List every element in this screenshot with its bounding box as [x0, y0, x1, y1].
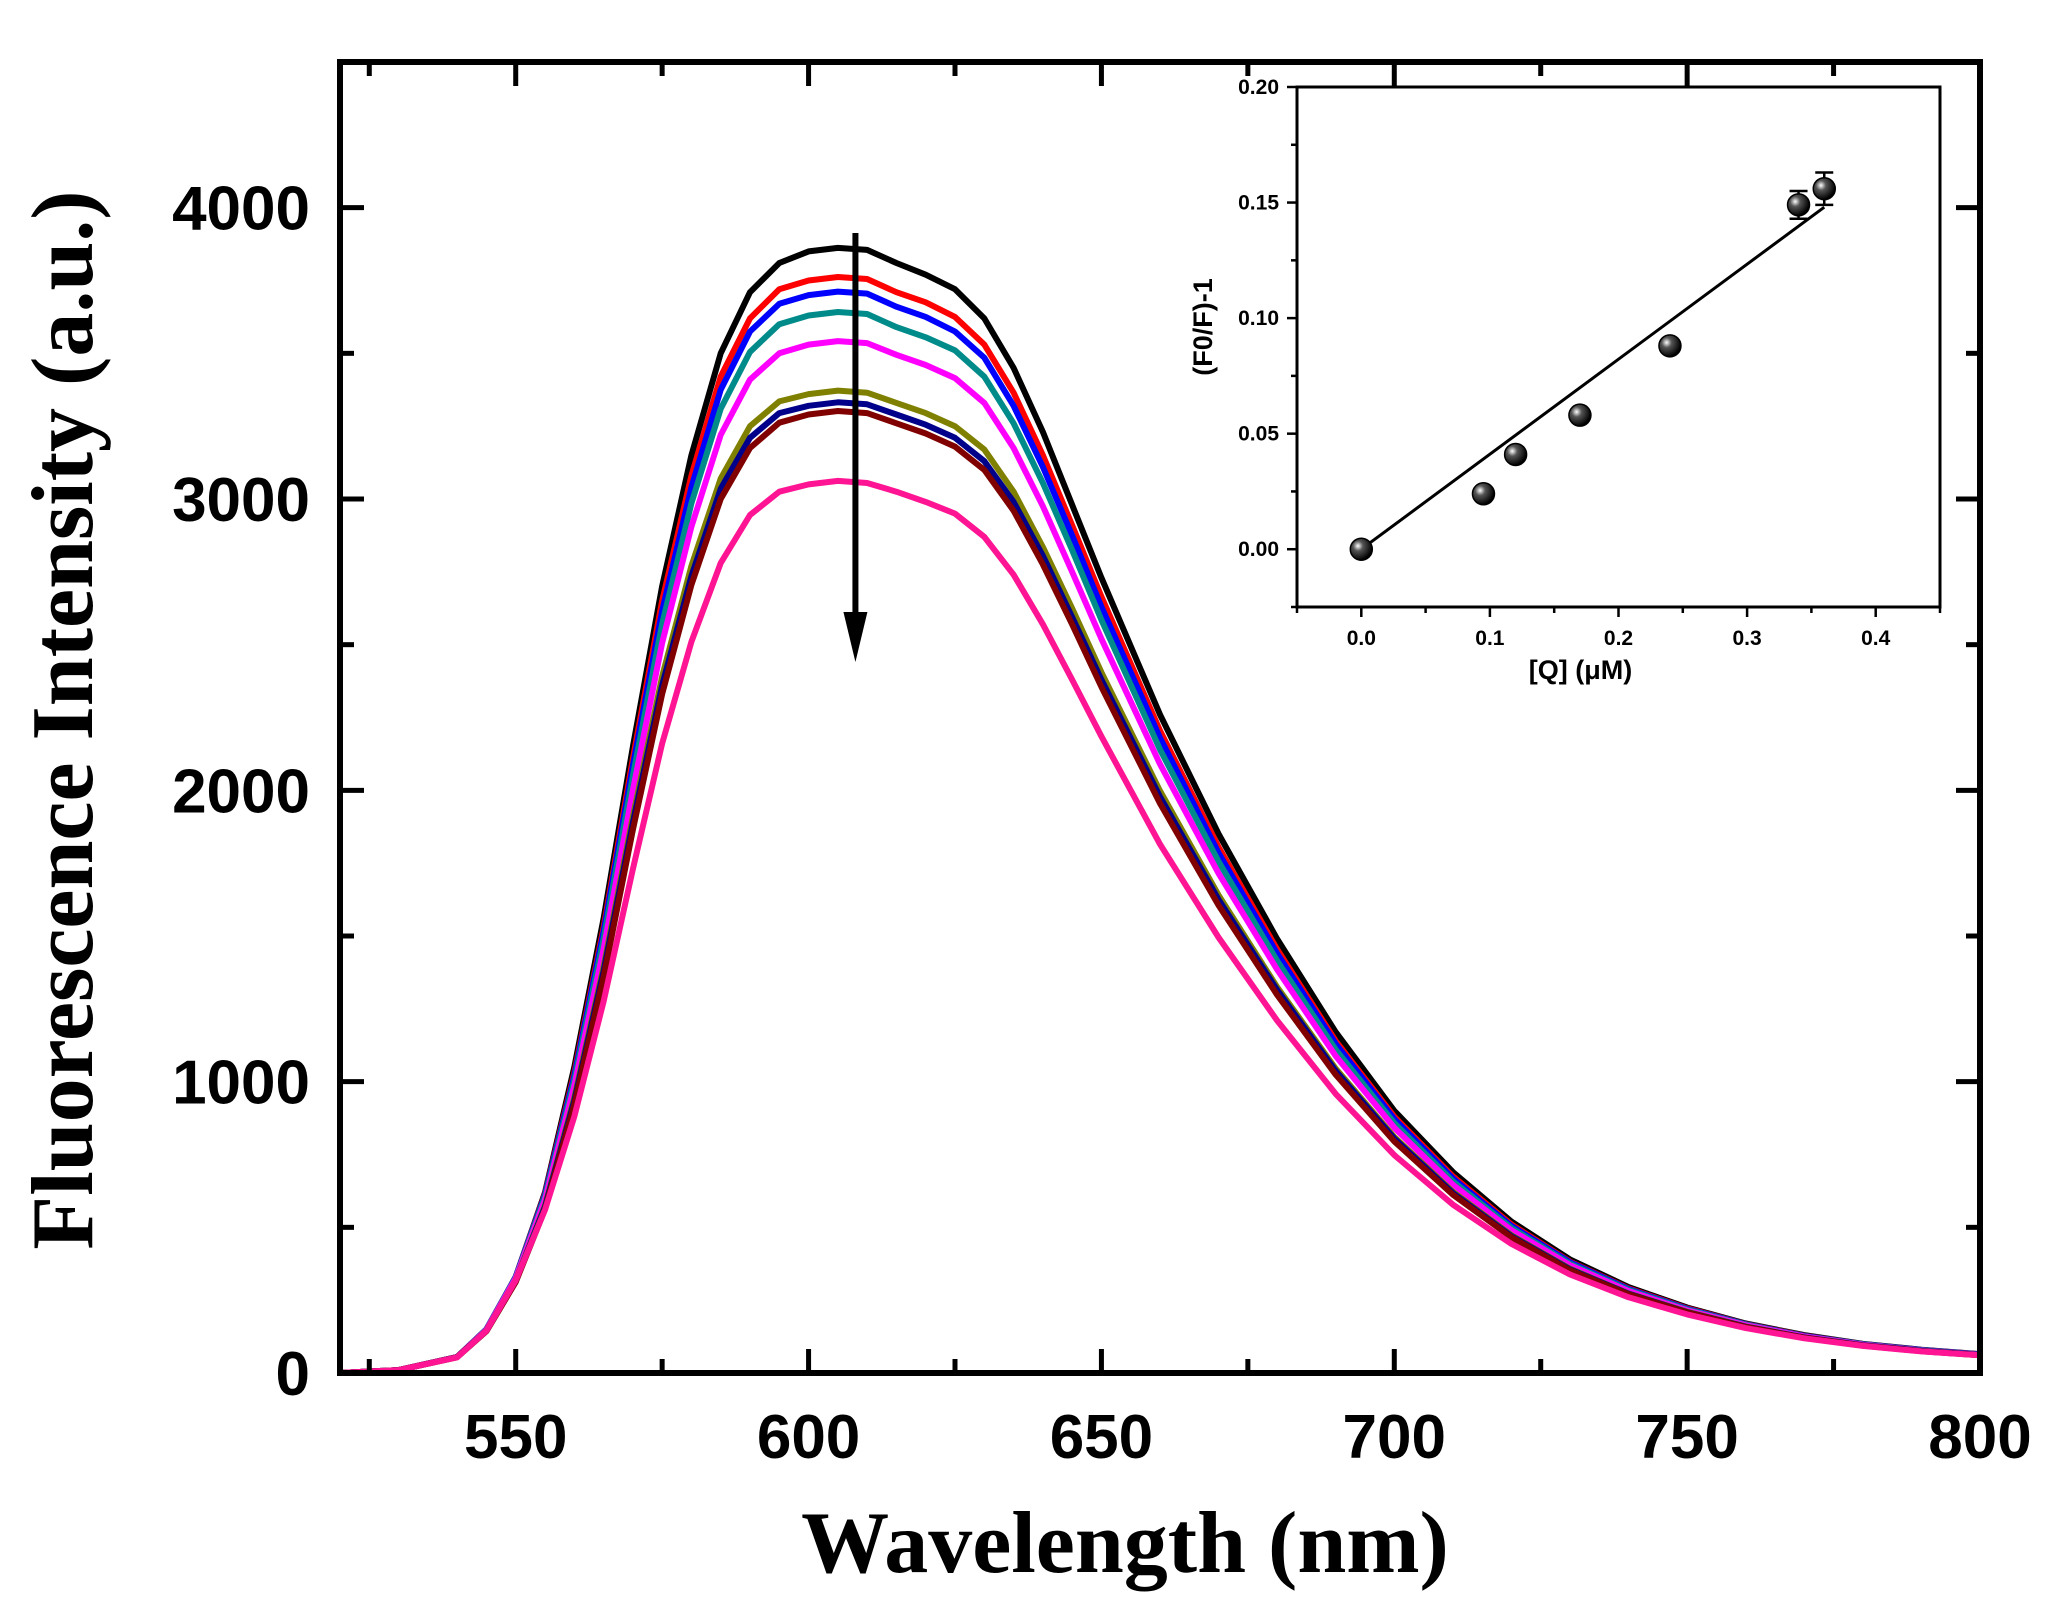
inset-y-tick-label: 0.10 — [1238, 307, 1279, 330]
y-tick-label: 0 — [276, 1340, 310, 1409]
series-line-8 — [339, 408, 1981, 1376]
inset-x-tick-label: 0.2 — [1604, 627, 1633, 650]
inset-y-axis-title: (F0/F)-1 — [1188, 278, 1218, 376]
fit-line — [1360, 205, 1826, 551]
x-tick-label: 600 — [757, 1403, 860, 1472]
inset-x-axis-title: [Q] (μM) — [1529, 655, 1632, 685]
inset-x-tick-label: 0.0 — [1347, 627, 1376, 650]
data-point — [1349, 537, 1374, 561]
data-point — [1812, 176, 1837, 201]
main-chart: 550 600 650 700 750 800 0 1000 2000 3000 4000 Wavel… — [15, 59, 2032, 1592]
x-tick-label: 650 — [1050, 1403, 1153, 1472]
inset-x-tick-label: 0.4 — [1861, 627, 1891, 650]
series-line-9 — [339, 477, 1981, 1376]
inset-background — [1297, 87, 1940, 607]
data-point — [1786, 193, 1811, 217]
plot-frame — [337, 59, 1983, 1376]
data-point — [1658, 334, 1682, 358]
inset-y-tick-label: 0.15 — [1238, 192, 1279, 215]
inset-y-tick-label: 0.00 — [1238, 538, 1279, 561]
inset-y-tick-label: 0.05 — [1238, 423, 1279, 446]
arrow-head — [843, 612, 868, 662]
inset-x-tick-label: 0.1 — [1475, 627, 1505, 650]
y-tick-label: 2000 — [172, 757, 310, 826]
data-point — [1568, 403, 1592, 427]
data-point — [1503, 442, 1528, 467]
data-point — [1471, 482, 1496, 506]
x-tick-label: 700 — [1343, 1403, 1446, 1472]
inset-chart: 0.0 0.1 0.2 0.3 0.4 0.00 0.05 0.10 0.15 0.20 [Q] (… — [1188, 76, 1942, 685]
y-tick-label: 4000 — [172, 175, 310, 244]
x-tick-label: 800 — [1928, 1403, 2031, 1472]
inset-y-tick-label: 0.20 — [1238, 76, 1279, 99]
x-tick-label: 750 — [1635, 1403, 1738, 1472]
y-tick-label: 3000 — [172, 466, 310, 535]
inset-x-tick-label: 0.3 — [1732, 627, 1761, 650]
y-axis-title: Fluorescence Intensity (a.u.) — [15, 190, 112, 1249]
y-tick-label: 1000 — [172, 1049, 310, 1118]
x-tick-label: 550 — [464, 1403, 567, 1472]
x-axis-title: Wavelength (nm) — [801, 1495, 1449, 1592]
